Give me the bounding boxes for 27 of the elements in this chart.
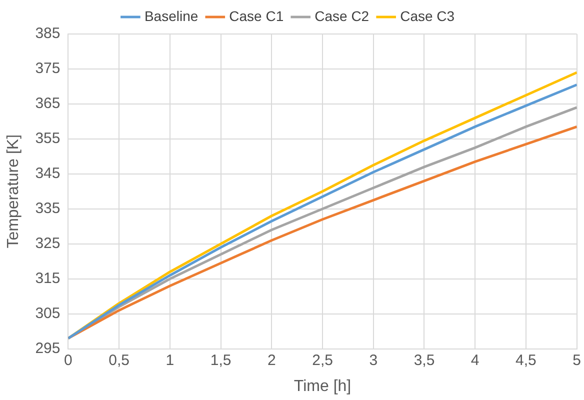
y-tick-label: 305 <box>35 304 60 322</box>
legend-label: Baseline <box>144 8 198 24</box>
x-axis-title: Time [h] <box>294 378 352 395</box>
y-tick-label: 335 <box>35 200 60 218</box>
y-tick-label: 325 <box>35 235 60 252</box>
legend-label: Case C1 <box>229 8 284 24</box>
x-tick-label: 3 <box>369 352 378 369</box>
x-tick-label: 0,5 <box>108 352 130 369</box>
x-tick-label: 2 <box>267 352 276 369</box>
x-tick-label: 5 <box>572 352 581 369</box>
y-tick-label: 365 <box>35 95 60 112</box>
x-tick-label: 1 <box>166 352 174 369</box>
y-tick-label: 315 <box>35 270 60 287</box>
x-tick-label: 0 <box>64 352 72 369</box>
x-tick-label: 4,5 <box>516 352 536 369</box>
x-tick-label: 3,5 <box>414 352 435 369</box>
x-tick-label: 4 <box>470 352 480 369</box>
y-tick-label: 355 <box>35 130 60 148</box>
y-tick-label: 295 <box>35 340 60 357</box>
y-tick-label: 385 <box>35 25 60 42</box>
y-tick-label: 375 <box>35 60 60 78</box>
x-tick-label: 2,5 <box>312 352 333 369</box>
legend-label: Case C2 <box>314 8 370 24</box>
y-axis-title: Temperature [K] <box>5 134 22 248</box>
legend-label: Case C3 <box>400 8 455 24</box>
x-tick-label: 1,5 <box>210 352 232 369</box>
y-tick-label: 345 <box>35 165 60 182</box>
